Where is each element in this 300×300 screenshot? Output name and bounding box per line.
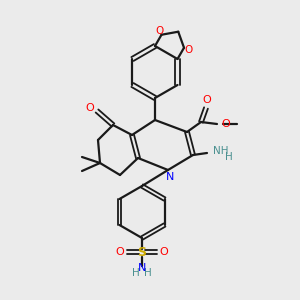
Text: O: O bbox=[184, 45, 192, 55]
Text: NH: NH bbox=[213, 146, 229, 156]
Text: O: O bbox=[155, 26, 164, 36]
Text: O: O bbox=[116, 247, 124, 257]
Text: H: H bbox=[225, 152, 233, 162]
Text: O: O bbox=[160, 247, 168, 257]
Text: O: O bbox=[222, 119, 230, 129]
Text: S: S bbox=[137, 245, 146, 259]
Text: H: H bbox=[144, 268, 152, 278]
Text: O: O bbox=[202, 95, 211, 105]
Text: H: H bbox=[132, 268, 140, 278]
Text: N: N bbox=[138, 263, 146, 273]
Text: O: O bbox=[85, 103, 94, 113]
Text: N: N bbox=[166, 172, 174, 182]
